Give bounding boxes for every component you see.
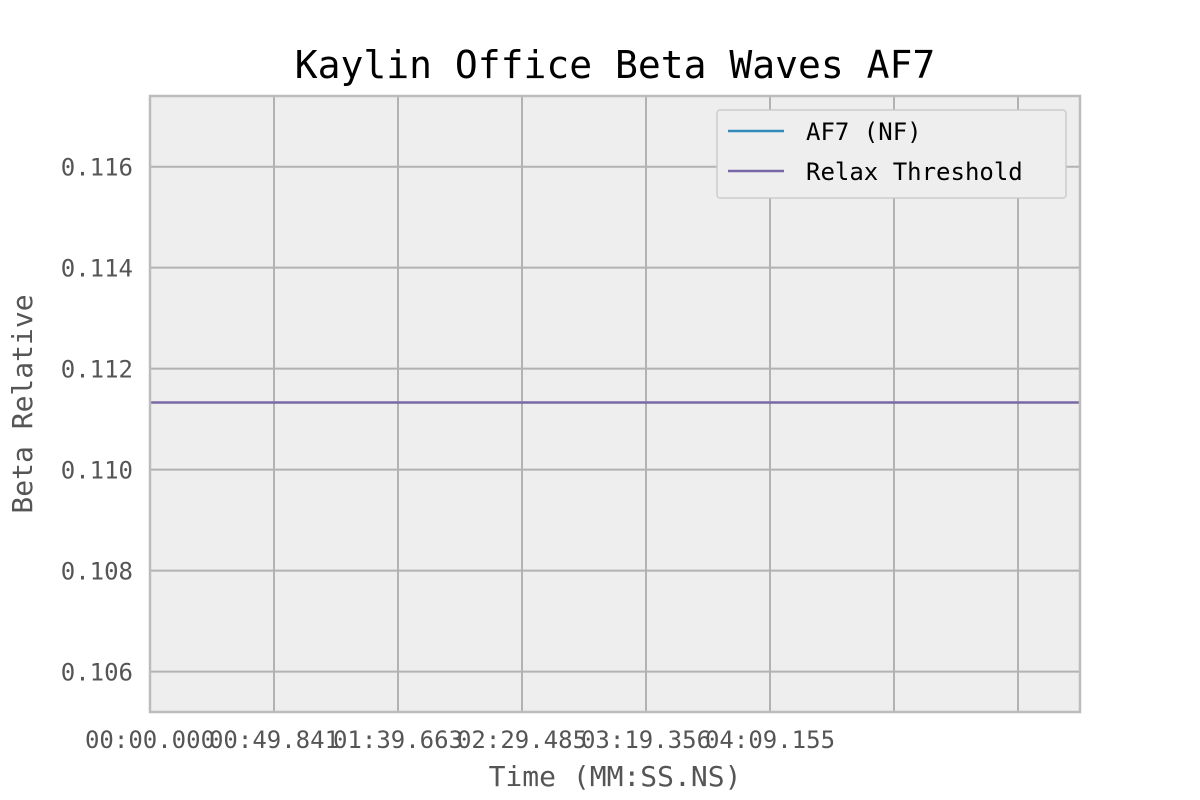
y-tick-label: 0.114 <box>61 255 133 283</box>
legend: AF7 (NF) Relax Threshold <box>716 109 1067 199</box>
y-axis-ticks: 0.106 0.108 0.110 0.112 0.114 0.116 <box>61 154 133 687</box>
x-axis-label: Time (MM:SS.NS) <box>489 760 742 793</box>
legend-box <box>716 109 1067 199</box>
x-tick-label: 04:09.155 <box>705 726 835 754</box>
y-tick-label: 0.106 <box>61 659 133 687</box>
x-tick-label: 00:00.000 <box>85 726 215 754</box>
y-tick-label: 0.110 <box>61 457 133 485</box>
y-tick-label: 0.108 <box>61 558 133 586</box>
x-tick-label: 03:19.356 <box>581 726 711 754</box>
plot-frame <box>148 94 1082 714</box>
y-tick-label: 0.112 <box>61 356 133 384</box>
x-axis-ticks: 00:00.00000:49.84101:39.66302:29.48503:1… <box>85 726 835 754</box>
legend-label-relax-threshold: Relax Threshold <box>806 158 1023 186</box>
y-axis-label: Beta Relative <box>6 294 39 513</box>
x-tick-label: 01:39.663 <box>333 726 463 754</box>
grid <box>150 96 1080 712</box>
legend-label-af7: AF7 (NF) <box>806 118 922 146</box>
x-tick-label: 00:49.841 <box>209 726 339 754</box>
chart-title: Kaylin Office Beta Waves AF7 <box>295 43 936 87</box>
x-tick-label: 02:29.485 <box>457 726 587 754</box>
y-tick-label: 0.116 <box>61 154 133 182</box>
